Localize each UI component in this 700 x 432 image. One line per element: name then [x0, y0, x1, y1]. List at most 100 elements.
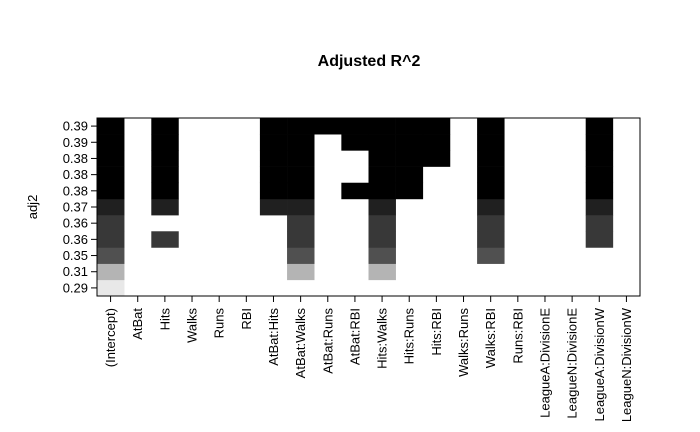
heatmap-cell	[585, 215, 614, 232]
y-axis-label: adj2	[25, 195, 40, 220]
x-tick-label: Hits:RBI	[429, 308, 444, 356]
heatmap-cell	[368, 247, 396, 264]
y-tick-label: 0.31	[63, 264, 88, 279]
heatmap-cell	[287, 150, 315, 167]
heatmap-cell	[395, 166, 424, 184]
heatmap-cell	[151, 134, 179, 151]
x-tick-label: RBI	[239, 308, 254, 330]
heatmap-cell	[395, 118, 424, 135]
heatmap-cell	[395, 182, 424, 200]
heatmap-cell	[477, 166, 505, 184]
heatmap-cell	[287, 247, 315, 264]
heatmap-cell	[259, 182, 288, 200]
x-tick-label: LeagueA:DivisionE	[537, 308, 552, 418]
heatmap-cell	[368, 166, 396, 184]
heatmap-cell	[151, 118, 179, 135]
x-tick-label: AtBat:Runs	[320, 308, 335, 374]
heatmap-cell	[477, 247, 505, 264]
y-tick-label: 0.38	[63, 167, 88, 182]
x-tick-label: AtBat	[130, 308, 145, 340]
heatmap-cell	[287, 215, 315, 232]
heatmap-cell	[585, 150, 614, 167]
y-tick-label: 0.36	[63, 216, 88, 231]
heatmap-cell	[368, 198, 396, 216]
x-tick-label: Walks	[185, 308, 200, 343]
y-tick-label: 0.38	[63, 183, 88, 198]
heatmap-cell	[97, 198, 125, 216]
heatmap-cell	[97, 231, 125, 248]
heatmap-cell	[259, 118, 288, 135]
heatmap-cell	[341, 134, 369, 151]
heatmap-cell	[422, 118, 451, 135]
y-tick-label: 0.39	[63, 119, 88, 134]
heatmap-cell	[287, 231, 315, 248]
heatmap-cell	[368, 231, 396, 248]
heatmap-cell	[97, 182, 125, 200]
heatmap-cell	[97, 247, 125, 264]
heatmap-cell	[341, 182, 369, 200]
heatmap-cell	[287, 198, 315, 216]
heatmap-cell	[585, 198, 614, 216]
heatmap-cell	[341, 118, 369, 135]
heatmap-cell	[477, 198, 505, 216]
heatmap-cell	[259, 198, 288, 216]
heatmap-cell	[97, 215, 125, 232]
x-tick-label: LeagueN:DivisionE	[565, 308, 580, 419]
heatmap-cell	[97, 279, 125, 297]
heatmap-cell	[97, 118, 125, 135]
heatmap-cell	[585, 118, 614, 135]
x-tick-label: AtBat:Hits	[266, 308, 281, 366]
heatmap-cell	[477, 150, 505, 167]
heatmap-cell	[97, 150, 125, 167]
x-tick-label: AtBat:RBI	[347, 308, 362, 365]
x-tick-label: LeagueN:DivisionW	[619, 307, 634, 422]
heatmap-cell	[395, 134, 424, 151]
heatmap-cell	[97, 263, 125, 281]
heatmap-cell	[585, 166, 614, 184]
heatmap-cell	[368, 150, 396, 167]
heatmap-cell	[368, 134, 396, 151]
heatmap-cell	[287, 182, 315, 200]
x-tick-label: LeagueA:DivisionW	[592, 307, 607, 421]
heatmap-cell	[585, 231, 614, 248]
heatmap-cell	[287, 263, 315, 281]
x-tick-label: Walks:Runs	[456, 308, 471, 377]
heatmap-cell	[151, 198, 179, 216]
heatmap-cell	[151, 150, 179, 167]
heatmap-cell	[151, 182, 179, 200]
heatmap-cell	[368, 118, 396, 135]
x-tick-label: Hits	[157, 308, 172, 331]
heatmap-cell	[585, 182, 614, 200]
heatmap-cell	[287, 166, 315, 184]
heatmap-cells	[97, 118, 614, 297]
heatmap-cell	[477, 215, 505, 232]
y-tick-label: 0.35	[63, 248, 88, 263]
heatmap-cell	[368, 215, 396, 232]
heatmap-cell	[259, 150, 288, 167]
heatmap-cell	[287, 134, 315, 151]
heatmap-cell	[585, 134, 614, 151]
chart-title: Adjusted R^2	[318, 53, 421, 70]
x-tick-label: Hits:Walks	[375, 308, 390, 369]
heatmap-cell	[259, 166, 288, 184]
y-tick-label: 0.39	[63, 135, 88, 150]
x-axis: (Intercept) AtBat Hits Walks Runs RBI AtBat:Hi…	[103, 296, 634, 422]
heatmap-cell	[477, 182, 505, 200]
heatmap-cell	[259, 134, 288, 151]
heatmap-cell	[151, 231, 179, 248]
heatmap-cell	[395, 150, 424, 167]
x-tick-label: Walks:RBI	[483, 308, 498, 368]
y-tick-label: 0.29	[63, 280, 88, 295]
y-tick-label: 0.38	[63, 151, 88, 166]
heatmap-cell	[97, 166, 125, 184]
heatmap-cell	[287, 118, 315, 135]
heatmap-cell	[151, 166, 179, 184]
heatmap-cell	[97, 134, 125, 151]
x-tick-label: Runs:RBI	[510, 308, 525, 364]
heatmap-cell	[477, 134, 505, 151]
x-tick-label: (Intercept)	[103, 308, 118, 367]
heatmap-cell	[422, 150, 451, 167]
heatmap-cell	[477, 231, 505, 248]
y-axis: 0.290.310.350.360.360.370.380.380.380.39…	[63, 119, 97, 295]
